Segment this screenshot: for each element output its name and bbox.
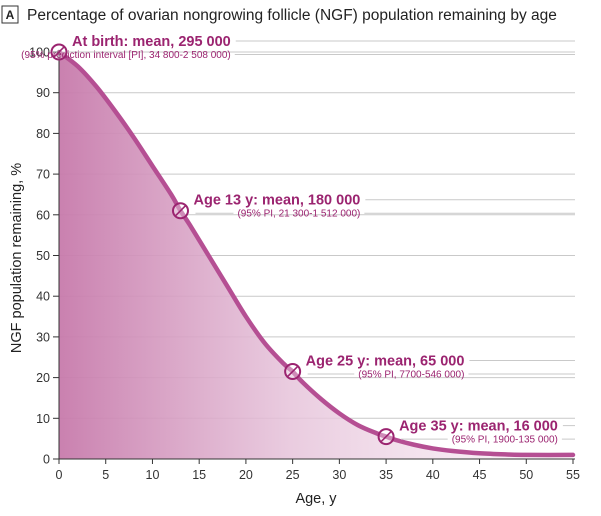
annotation-label-2: Age 25 y: mean, 65 000 [306,353,465,369]
x-tick-label-35: 35 [379,468,393,482]
x-tick-label-10: 10 [146,468,160,482]
annotation-marker-slash-0 [53,46,65,58]
x-tick-label-30: 30 [332,468,346,482]
annotation-label-3: Age 35 y: mean, 16 000 [399,419,558,435]
panel-letter: A [6,8,15,22]
x-tick-label-25: 25 [286,468,300,482]
y-tick-label-80: 80 [36,127,50,141]
annotation-detail-1: (95% PI, 21 300-1 512 000) [237,209,360,220]
x-tick-label-50: 50 [519,468,533,482]
tick-labels: 0 10 20 30 40 50 60 70 80 90 100 0 5 10 15 20 25 30 35 40 45… [29,46,580,483]
y-tick-label-10: 10 [36,412,50,426]
annotation-marker-slash-1 [174,204,187,217]
x-tick-label-15: 15 [192,468,206,482]
x-tick-label-55: 55 [566,468,580,482]
y-tick-label-70: 70 [36,168,50,182]
x-axis-label: Age, y [295,491,337,507]
panel-letter-box [1,5,19,24]
x-tick-label-20: 20 [239,468,253,482]
x-tick-label-40: 40 [426,468,440,482]
y-tick-label-60: 60 [36,208,50,222]
annotation-label-0: At birth: mean, 295 000 [72,34,231,50]
y-tick-label-30: 30 [36,330,50,344]
annotation-detail-0: (95% prediction interval [PI], 34 800-2 … [21,50,231,61]
annotation-3: Age 35 y: mean, 16 000(95% PI, 1900-135 … [377,419,575,446]
annotation-detail-3: (95% PI, 1900-135 000) [452,435,558,446]
y-tick-label-90: 90 [36,86,50,100]
x-tick-label-45: 45 [473,468,487,482]
annotation-0: At birth: mean, 295 000(95% prediction i… [21,34,575,61]
annotation-label-1: Age 13 y: mean, 180 000 [193,193,360,209]
y-axis-label: NGF population remaining, % [9,163,25,353]
annotations: At birth: mean, 295 000(95% prediction i… [21,34,575,446]
annotation-1: Age 13 y: mean, 180 000(95% PI, 21 300-1… [171,193,575,220]
annotation-marker-slash-2 [286,365,299,378]
chart-title: Percentage of ovarian nongrowing follicl… [27,7,557,24]
y-tick-label-50: 50 [36,249,50,263]
annotation-2: Age 25 y: mean, 65 000(95% PI, 7700-546 … [284,353,575,380]
area-fill [59,52,573,459]
axes [53,50,575,464]
x-tick-label-5: 5 [102,468,109,482]
y-tick-label-0: 0 [43,453,50,467]
y-tick-label-20: 20 [36,371,50,385]
y-tick-label-100: 100 [29,46,50,60]
y-tick-label-40: 40 [36,290,50,304]
annotation-marker-slash-3 [380,430,392,443]
x-tick-label-0: 0 [56,468,63,482]
annotation-detail-2: (95% PI, 7700-546 000) [358,369,464,380]
